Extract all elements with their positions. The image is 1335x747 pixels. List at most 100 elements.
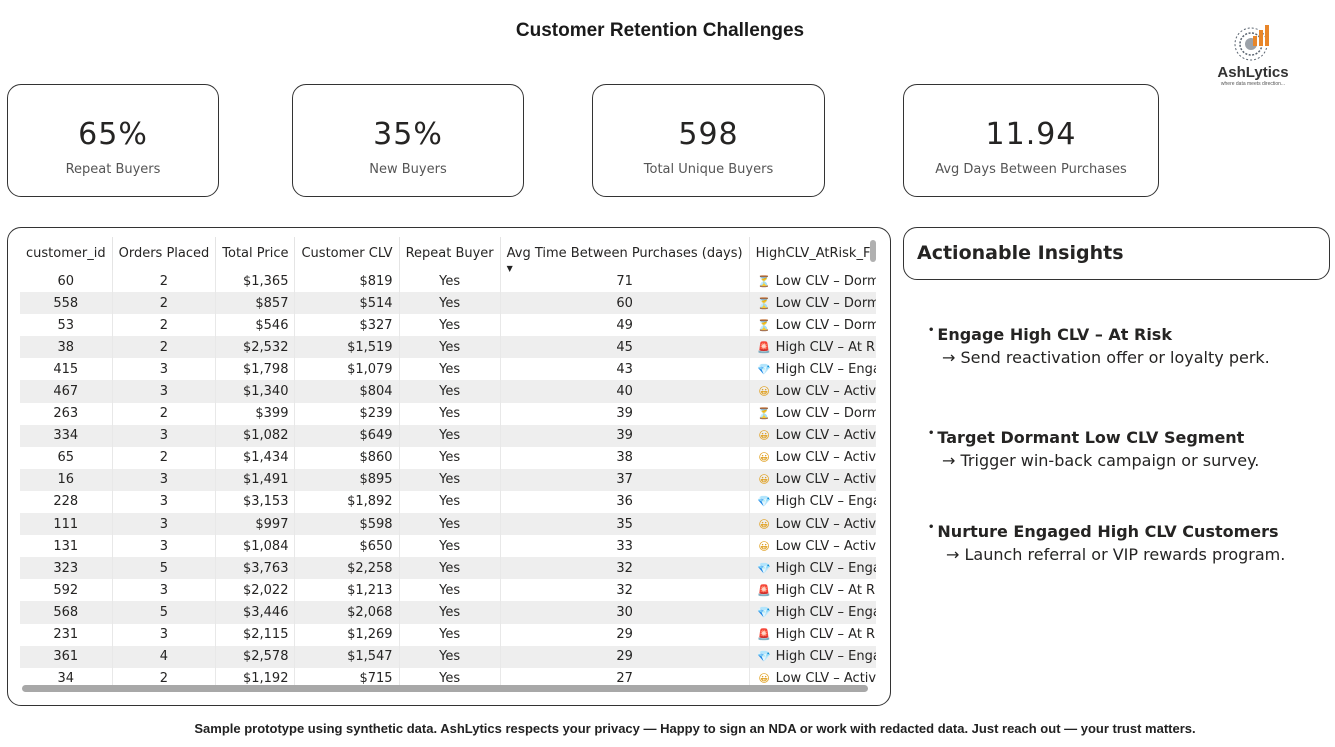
table-cell: $2,068 xyxy=(294,601,400,624)
table-row[interactable]: 131 3 $1,084 $650 Yes 33 😀 Low CLV – Active xyxy=(20,535,876,558)
sort-descending-icon[interactable]: ▼ xyxy=(506,264,513,273)
smiley-icon: 😀 xyxy=(758,473,770,487)
gem-icon: 💎 xyxy=(757,561,771,575)
table-cell: $598 xyxy=(294,513,400,536)
table-cell: 467 xyxy=(20,380,113,403)
table-cell: $649 xyxy=(294,424,400,447)
table-row[interactable]: 65 2 $1,434 $860 Yes 38 😀 Low CLV – Active xyxy=(20,446,876,469)
table-row[interactable]: 16 3 $1,491 $895 Yes 37 😀 Low CLV – Active xyxy=(20,468,876,491)
column-header-highclv-atrisk-flag[interactable]: HighCLV_AtRisk_Flag xyxy=(749,237,876,270)
table-cell: 2 xyxy=(112,292,217,315)
flag-label: High CLV – At Risk xyxy=(775,627,876,643)
cell-flag: 💎 High CLV – Engaged xyxy=(749,645,876,668)
table-cell: 32 xyxy=(500,579,750,602)
table-cell: $2,022 xyxy=(215,579,296,602)
table-cell: Yes xyxy=(399,513,501,536)
table-cell: Yes xyxy=(399,292,501,315)
flag-label: Low CLV – Dormant xyxy=(775,406,876,422)
alarm-icon: 🚨 xyxy=(757,340,771,354)
column-header-repeat-buyer[interactable]: Repeat Buyer xyxy=(399,237,501,270)
hourglass-icon: ⏳ xyxy=(757,296,771,310)
table-cell: 60 xyxy=(20,270,113,293)
column-header-customer-clv[interactable]: Customer CLV xyxy=(294,237,400,270)
gem-icon: 💎 xyxy=(757,495,771,509)
column-header-avg-time-between-purchases[interactable]: Avg Time Between Purchases (days) ▼ xyxy=(500,237,750,273)
insight-item: • Nurture Engaged High CLV Customers → La… xyxy=(928,522,1285,564)
customer-table-viewport[interactable]: customer_id Orders Placed Total Price Cu… xyxy=(20,237,876,686)
table-cell: $1,082 xyxy=(215,424,296,447)
vertical-scrollbar[interactable] xyxy=(870,240,876,262)
column-header-orders-placed[interactable]: Orders Placed xyxy=(112,237,217,270)
table-row[interactable]: 334 3 $1,082 $649 Yes 39 😀 Low CLV – Active xyxy=(20,424,876,447)
table-cell: Yes xyxy=(399,270,501,293)
column-header-customer-id[interactable]: customer_id xyxy=(20,237,113,270)
table-cell: 3 xyxy=(112,623,217,646)
flag-label: Low CLV – Active xyxy=(775,516,876,532)
smiley-icon: 😀 xyxy=(758,539,770,553)
bullet-icon: • xyxy=(928,522,935,533)
table-cell: 231 xyxy=(20,623,113,646)
flag-label: High CLV – Engaged xyxy=(775,560,876,576)
cell-flag: ⏳ Low CLV – Dormant xyxy=(749,292,876,315)
cell-flag: 💎 High CLV – Engaged xyxy=(749,490,876,514)
table-row[interactable]: 467 3 $1,340 $804 Yes 40 😀 Low CLV – Active xyxy=(20,380,876,403)
flag-label: Low CLV – Active xyxy=(775,538,876,554)
table-cell: $819 xyxy=(294,270,400,293)
insight-title: Nurture Engaged High CLV Customers xyxy=(937,522,1279,541)
column-header-label: Avg Time Between Purchases (days) xyxy=(506,246,743,261)
table-cell: $3,153 xyxy=(215,490,296,514)
column-header-total-price[interactable]: Total Price xyxy=(215,237,296,270)
table-cell: $997 xyxy=(215,513,296,536)
table-cell: Yes xyxy=(399,402,501,425)
table-cell: $1,798 xyxy=(215,358,296,381)
table-cell: 558 xyxy=(20,292,113,315)
table-cell: 3 xyxy=(112,358,217,381)
table-cell: Yes xyxy=(399,336,501,359)
table-header-row: customer_id Orders Placed Total Price Cu… xyxy=(20,237,876,273)
flag-label: Low CLV – Dormant xyxy=(775,273,876,289)
logo-name: AshLytics xyxy=(1217,64,1289,81)
kpi-value: 11.94 xyxy=(985,117,1077,152)
table-cell: 39 xyxy=(500,424,750,447)
kpi-card-repeat-buyers: 65% Repeat Buyers xyxy=(7,84,219,197)
table-cell: 45 xyxy=(500,336,750,359)
kpi-value: 598 xyxy=(678,117,739,152)
table-cell: 2 xyxy=(112,402,217,425)
table-row[interactable]: 111 3 $997 $598 Yes 35 😀 Low CLV – Active xyxy=(20,513,876,536)
table-cell: Yes xyxy=(399,314,501,337)
smiley-icon: 😀 xyxy=(758,672,770,686)
insight-title: Target Dormant Low CLV Segment xyxy=(937,428,1245,447)
table-cell: $860 xyxy=(294,446,400,469)
table-cell: $3,763 xyxy=(215,557,296,580)
footer-disclaimer: Sample prototype using synthetic data. A… xyxy=(194,721,1196,736)
table-row[interactable]: 34 2 $1,192 $715 Yes 27 😀 Low CLV – Active xyxy=(20,667,876,686)
flag-label: Low CLV – Dormant xyxy=(775,317,876,333)
table-cell: 415 xyxy=(20,358,113,381)
kpi-label: Avg Days Between Purchases xyxy=(935,162,1127,177)
table-cell: 3 xyxy=(112,490,217,514)
table-cell: 36 xyxy=(500,490,750,514)
table-cell: 3 xyxy=(112,535,217,558)
table-cell: 16 xyxy=(20,468,113,491)
table-cell: 2 xyxy=(112,667,217,686)
table-cell: 29 xyxy=(500,623,750,646)
horizontal-scrollbar[interactable] xyxy=(22,685,868,692)
table-cell: $1,340 xyxy=(215,380,296,403)
table-cell: 65 xyxy=(20,446,113,469)
cell-flag: 💎 High CLV – Engaged xyxy=(749,358,876,381)
table-cell: 3 xyxy=(112,579,217,602)
cell-flag: 🚨 High CLV – At Risk xyxy=(749,579,876,602)
